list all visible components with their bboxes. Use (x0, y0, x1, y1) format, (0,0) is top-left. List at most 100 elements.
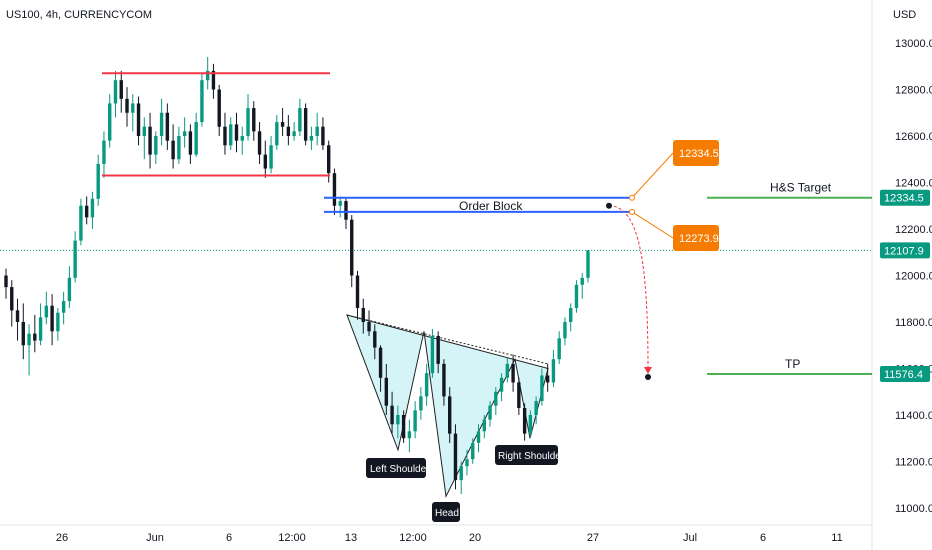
candle (482, 415, 486, 439)
projection-end-dot (645, 373, 651, 380)
time-tick-label: 6 (226, 532, 232, 544)
candle (21, 303, 25, 360)
left-shoulder-label: Left Shoulder (370, 464, 430, 475)
left-shoulder-badge[interactable] (366, 458, 426, 478)
candle (61, 291, 66, 325)
price-tick-label: 12800.0 (895, 85, 932, 97)
candle (188, 124, 193, 164)
candle (223, 112, 227, 155)
candle (309, 126, 314, 150)
callout-bottom-connector (631, 211, 674, 239)
candle (165, 103, 170, 150)
price-axis-ticks[interactable]: 13000.0 12800.0 12600.0 12400.0 12200.0 12000… (895, 38, 932, 515)
time-axis-ticks[interactable]: 26 Jun 6 12:00 13 12:00 20 27 Jul 6 11 (56, 532, 843, 544)
price-tick-label: 11800.0 (895, 317, 932, 329)
candle (79, 198, 83, 246)
candle (465, 449, 469, 476)
candle (505, 356, 510, 383)
candle (321, 117, 325, 150)
candle (378, 345, 383, 392)
candle (298, 98, 302, 136)
candle (413, 401, 417, 439)
candle (384, 363, 389, 415)
candle (211, 63, 216, 99)
candle (396, 405, 400, 439)
candle (407, 419, 412, 453)
candle (430, 328, 435, 378)
candle (200, 73, 204, 127)
price-tick-label: 12600.0 (895, 131, 932, 143)
head-badge[interactable] (432, 502, 460, 522)
candle (315, 112, 319, 146)
neckline[interactable] (346, 314, 549, 365)
candle (56, 308, 60, 341)
time-tick-label: Jul (683, 532, 697, 544)
callout-bottom-anchor (629, 208, 635, 215)
candle (27, 324, 31, 376)
candle (355, 270, 360, 320)
price-tag-label: 12107.9 (884, 245, 924, 257)
candle (38, 303, 43, 346)
candle (471, 438, 475, 464)
candle (108, 94, 112, 148)
candle (194, 112, 198, 157)
candle (332, 168, 337, 216)
price-tag (880, 189, 930, 206)
candle (574, 280, 579, 313)
right-shoulder-badge[interactable] (495, 445, 558, 465)
price-tick-label: 11000.0 (895, 503, 932, 515)
candle (401, 410, 406, 443)
candle (459, 461, 463, 495)
callout-top-box[interactable] (673, 140, 719, 166)
candle (44, 291, 49, 325)
candle (511, 354, 515, 392)
candle (522, 403, 527, 441)
candle (499, 373, 504, 402)
candle (240, 126, 244, 155)
time-tick-label: 27 (587, 532, 599, 544)
callout-top-connector (631, 152, 674, 199)
price-tick-label: 11200.0 (895, 457, 932, 469)
candle (540, 368, 544, 406)
candle (73, 231, 77, 283)
price-tick-label: 11400.0 (895, 410, 932, 422)
time-tick-label: 26 (56, 532, 68, 544)
price-axis-tags: 12334.5 12107.9 11576.4 (880, 189, 930, 382)
callout-bottom-box[interactable] (673, 225, 719, 251)
price-tick-label: 13000.0 (895, 38, 932, 50)
order-block-label: Order Block (459, 199, 523, 213)
candle (494, 387, 498, 415)
price-tag (880, 365, 930, 382)
candle (246, 94, 250, 141)
candle (557, 331, 561, 364)
candle (159, 98, 164, 146)
candle (424, 363, 429, 406)
candle (303, 103, 308, 146)
projection-start-dot (606, 202, 612, 209)
candle (84, 196, 89, 225)
candle (528, 410, 533, 439)
head-label: Head (435, 508, 459, 519)
candle (125, 87, 129, 127)
candle (551, 349, 556, 388)
candle (419, 387, 423, 420)
candle (96, 154, 100, 206)
candle (517, 377, 521, 415)
candle (361, 298, 365, 334)
time-tick-label: 20 (469, 532, 481, 544)
candle (580, 273, 584, 299)
candle (263, 140, 268, 178)
candle (286, 115, 291, 146)
time-tick-label: 13 (345, 532, 357, 544)
projection-arrow[interactable] (608, 205, 649, 369)
candle (182, 117, 187, 148)
candle (67, 266, 72, 309)
candle (269, 136, 273, 174)
candle (367, 310, 371, 336)
price-tag-label: 12334.5 (884, 193, 924, 205)
candle (119, 70, 123, 113)
candle (171, 124, 175, 169)
tp-label: TP (785, 357, 800, 371)
candle (338, 196, 342, 218)
